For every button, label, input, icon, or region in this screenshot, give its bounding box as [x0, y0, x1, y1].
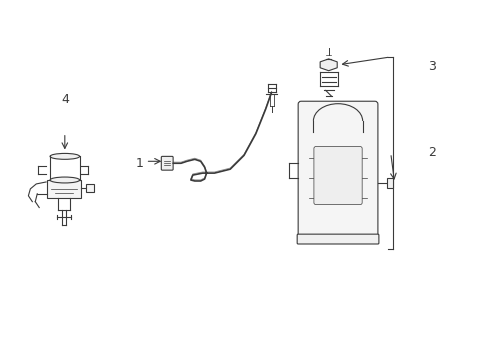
FancyBboxPatch shape [47, 180, 81, 198]
FancyBboxPatch shape [298, 101, 377, 240]
Polygon shape [320, 59, 337, 71]
Polygon shape [386, 178, 392, 188]
Polygon shape [86, 184, 94, 192]
Ellipse shape [50, 153, 80, 159]
Text: 3: 3 [427, 60, 435, 73]
FancyBboxPatch shape [313, 147, 362, 204]
Text: 1: 1 [136, 157, 143, 170]
Ellipse shape [50, 177, 80, 183]
Text: 4: 4 [61, 93, 69, 106]
Text: 2: 2 [427, 146, 435, 159]
FancyBboxPatch shape [161, 156, 173, 170]
FancyBboxPatch shape [297, 234, 378, 244]
